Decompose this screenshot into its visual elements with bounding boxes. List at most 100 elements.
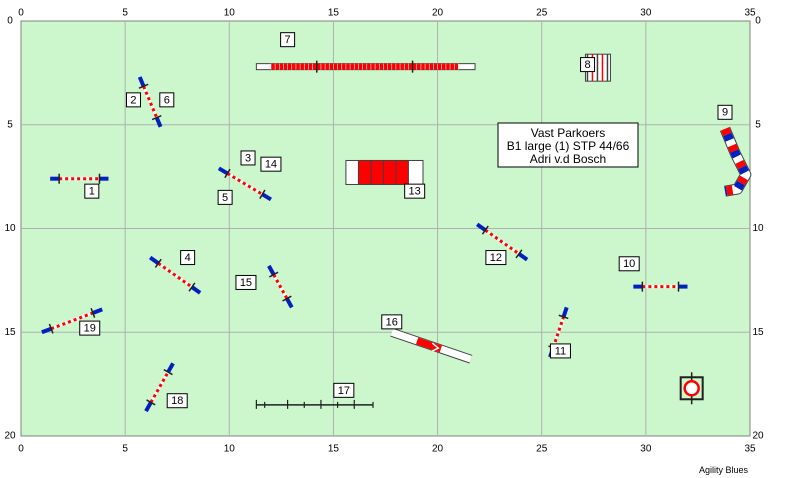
number-text: 4	[185, 252, 191, 264]
obstacle-number: 6	[159, 92, 175, 108]
number-text: 2	[130, 94, 136, 106]
jump-post	[138, 83, 149, 89]
jump-wing	[517, 252, 529, 262]
obstacle-17-rail	[255, 399, 374, 409]
obstacle-13-wall	[345, 159, 424, 185]
jump-bar	[149, 371, 170, 404]
number-box	[618, 256, 640, 272]
jump-post	[224, 168, 231, 179]
jump-wing	[561, 306, 569, 318]
course-info-box: Vast Parkoers B1 large (1) STP 44/66 Adr…	[497, 122, 639, 168]
y-tick-label-right: 20	[752, 431, 764, 442]
obstacle-number: 11	[549, 343, 571, 359]
jump-post	[515, 249, 523, 259]
obstacle-number: 5	[217, 189, 233, 205]
number-box	[717, 104, 733, 120]
number-text: 10	[623, 258, 635, 270]
y-tick-label-right: 0	[755, 16, 761, 27]
obstacle-number: 1	[84, 183, 100, 199]
jump-wing	[144, 401, 153, 413]
y-tick-label-left: 20	[4, 431, 16, 442]
jump-wing	[148, 255, 160, 265]
footer-credit: Agility Blues	[699, 465, 749, 475]
number-text: 14	[265, 159, 277, 171]
obstacle-number: 19	[79, 320, 101, 336]
obstacle-number: 12	[485, 250, 507, 266]
jump-post	[259, 189, 266, 199]
jump-post	[48, 323, 54, 334]
number-box	[240, 150, 256, 166]
jump-18	[144, 362, 175, 413]
number-text: 3	[245, 152, 251, 164]
number-text: 8	[584, 59, 590, 71]
jump-bar-stripes	[484, 228, 520, 256]
number-box	[159, 92, 175, 108]
y-tick-label-right: 10	[752, 223, 764, 234]
obstacle-number: 17	[333, 382, 355, 398]
number-text: 6	[164, 94, 170, 106]
jump-19	[41, 307, 103, 335]
jump-wing	[154, 116, 163, 128]
x-tick-label-top: 5	[122, 8, 128, 19]
y-tick-label-right: 5	[755, 119, 761, 130]
x-tick-label-bottom: 10	[224, 444, 236, 455]
x-tick-label-top: 15	[328, 8, 340, 19]
course-title: Vast Parkoers	[531, 126, 605, 140]
x-tick-label-top: 0	[18, 8, 24, 19]
jump-bar-stripes	[272, 273, 289, 300]
jump-2-6	[137, 76, 163, 128]
jump-bar	[551, 316, 565, 349]
number-box	[79, 320, 101, 336]
x-tick-label-bottom: 5	[122, 444, 128, 455]
jump-bar-stripes	[226, 172, 264, 196]
jump-post	[90, 308, 96, 318]
number-text: 1	[89, 186, 95, 198]
obstacle-number: 2	[125, 92, 141, 108]
obstacle-number: 15	[235, 274, 257, 290]
jump-12	[475, 222, 529, 262]
course-judge: Adri v.d Bosch	[530, 152, 606, 166]
number-box	[333, 382, 355, 398]
number-text: 16	[386, 316, 398, 328]
jump-10	[633, 281, 688, 292]
tyre-ring	[683, 380, 700, 397]
obstacle-7-long	[255, 60, 476, 73]
jump-bar	[142, 85, 159, 119]
jump-wing	[285, 297, 294, 309]
obstacle-number: 10	[618, 256, 640, 272]
number-box	[381, 314, 403, 330]
course-class: B1 large (1) STP 44/66	[507, 139, 630, 153]
jump-wing	[261, 192, 272, 202]
jump-wing	[475, 222, 487, 232]
number-box	[280, 32, 296, 48]
number-box	[166, 393, 188, 409]
number-text: 12	[490, 252, 502, 264]
jump-post	[558, 314, 569, 320]
jump-wing	[190, 285, 202, 295]
x-tick-label-bottom: 25	[536, 444, 548, 455]
y-tick-label-left: 5	[7, 119, 13, 130]
number-text: 13	[409, 186, 421, 198]
y-tick-label-left: 0	[7, 16, 13, 27]
x-tick-label-bottom: 30	[640, 444, 652, 455]
jump-post	[188, 282, 196, 292]
obstacle-tyre	[679, 372, 704, 405]
obstacle-number: 7	[280, 32, 296, 48]
number-text: 11	[555, 345, 566, 357]
x-tick-label-bottom: 0	[18, 444, 24, 455]
x-tick-label-top: 30	[640, 8, 652, 19]
jump-bar-stripes	[157, 262, 193, 289]
x-tick-label-top: 20	[432, 8, 444, 19]
jump-wing	[41, 326, 52, 335]
obstacle-number: 9	[717, 104, 733, 120]
obstacle-number: 18	[166, 393, 188, 409]
long-bar-red	[270, 63, 459, 70]
jump-post	[146, 399, 156, 406]
jump-post	[282, 295, 292, 302]
obstacle-9-tunnel	[719, 126, 752, 197]
obstacle-16-plank	[390, 327, 473, 364]
jump-wing	[137, 76, 146, 88]
x-tick-label-bottom: 35	[744, 444, 756, 455]
x-tick-label-bottom: 20	[432, 444, 444, 455]
